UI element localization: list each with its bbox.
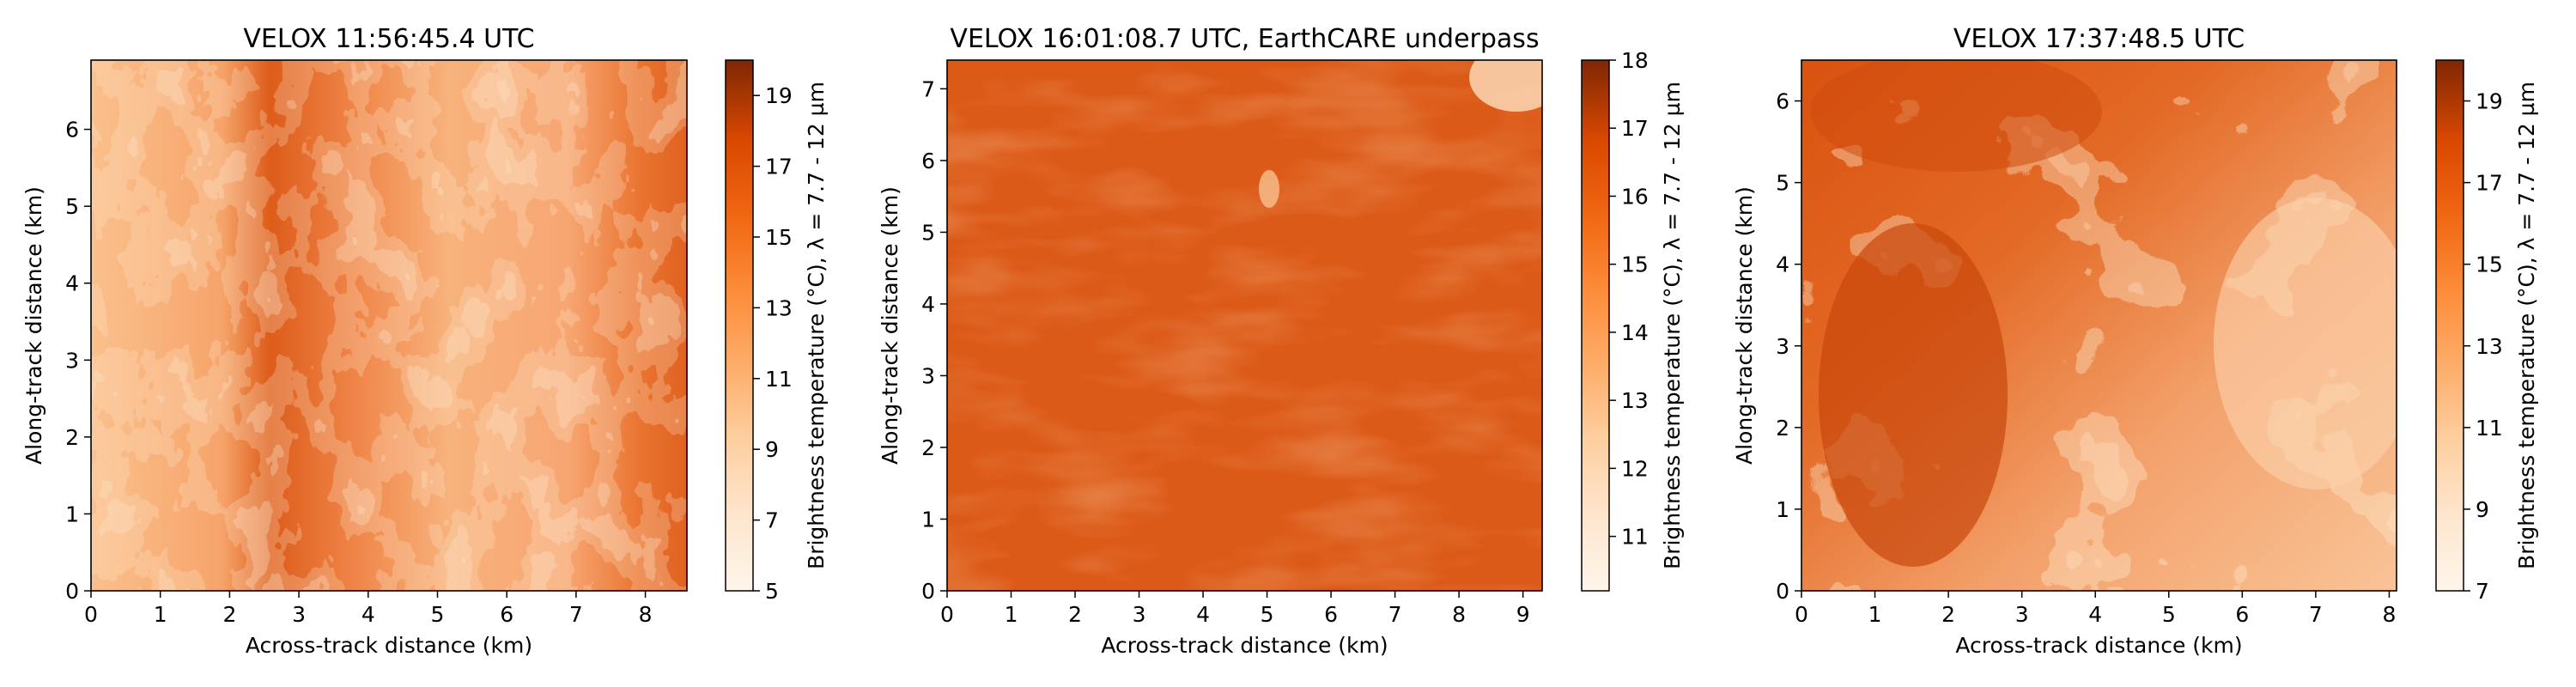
heatmap-image: [1801, 60, 2397, 591]
y-axis-label: Along-track distance (km): [1732, 186, 1757, 465]
x-tick-label: 0: [1795, 602, 1808, 627]
colorbar-tick-label: 7: [2476, 579, 2489, 604]
chart-title: VELOX 16:01:08.7 UTC, EarthCARE underpas…: [950, 24, 1539, 54]
colorbar-label: Brightness temperature (°C), λ = 7.7 - 1…: [804, 82, 829, 569]
colorbar-tick-label: 11: [2476, 416, 2503, 441]
y-tick-label: 3: [65, 348, 79, 373]
plot-frame: [90, 59, 688, 592]
colorbar-tick-label: 7: [765, 508, 779, 533]
y-tick-label: 4: [1776, 252, 1789, 277]
x-tick-label: 0: [940, 602, 954, 627]
x-tick-label: 1: [154, 602, 167, 627]
colorbar-tick-label: 19: [2476, 89, 2503, 114]
x-axis-label: Across-track distance (km): [1955, 633, 2242, 658]
y-tick-label: 6: [1776, 89, 1789, 114]
colorbar-tick-label: 16: [1621, 184, 1649, 209]
colorbar-tick-label: 17: [2476, 171, 2503, 196]
y-tick-label: 5: [65, 194, 79, 219]
colorbar-tick-label: 12: [1621, 456, 1649, 481]
plot-frame: [946, 59, 1543, 592]
colorbar-tick-label: 14: [1621, 320, 1649, 345]
x-tick-label: 6: [2235, 602, 2249, 627]
x-tick-label: 1: [1005, 602, 1018, 627]
chart-title: VELOX 17:37:48.5 UTC: [1953, 24, 2245, 54]
panel-2: VELOX 16:01:08.7 UTC, EarthCARE underpas…: [878, 24, 1685, 658]
y-tick-label: 5: [1776, 171, 1789, 196]
y-tick-label: 4: [921, 292, 935, 317]
colorbar-label: Brightness temperature (°C), λ = 7.7 - 1…: [2514, 82, 2539, 569]
x-tick-label: 3: [1133, 602, 1146, 627]
colorbar-tick-label: 19: [765, 83, 793, 108]
x-tick-label: 6: [1324, 602, 1338, 627]
colorbar-tick-label: 9: [765, 437, 779, 462]
y-tick-label: 2: [1776, 416, 1789, 441]
colorbar-tick-label: 17: [1621, 116, 1649, 141]
y-tick-label: 1: [1776, 497, 1789, 522]
x-axis-label: Across-track distance (km): [1101, 633, 1388, 658]
heatmap-image: [947, 60, 1542, 591]
x-tick-label: 4: [2088, 602, 2102, 627]
colorbar: [1581, 59, 1610, 592]
y-tick-label: 6: [65, 118, 79, 143]
x-axis-label: Across-track distance (km): [246, 633, 532, 658]
panel-3: VELOX 17:37:48.5 UTC 0 1 2 3 4 5 6 7 8 0 1 2 3 4 5 6 Acro…: [1732, 24, 2539, 658]
plot-frame: [1801, 59, 2397, 592]
colorbar-tick-label: 9: [2476, 497, 2489, 522]
x-tick-label: 5: [2162, 602, 2176, 627]
y-tick-label: 7: [921, 76, 935, 101]
x-tick-label: 2: [222, 602, 236, 627]
y-tick-label: 2: [921, 435, 935, 460]
panel-1: VELOX 11:56:45.4 UTC 0 1 2 3 4 5 6 7 8 0 1 2 3 4 5 6 Acro…: [21, 24, 829, 658]
y-axis-label: Along-track distance (km): [878, 186, 902, 465]
x-tick-label: 1: [1868, 602, 1882, 627]
y-tick-label: 2: [65, 425, 79, 450]
colorbar: [2435, 59, 2464, 592]
colorbar-tick-label: 5: [765, 579, 779, 604]
x-tick-label: 5: [431, 602, 445, 627]
y-tick-label: 1: [921, 507, 935, 532]
colorbar-tick-label: 13: [1621, 388, 1649, 413]
colorbar-tick-label: 15: [1621, 252, 1649, 277]
chart-title: VELOX 11:56:45.4 UTC: [243, 24, 534, 54]
x-tick-label: 2: [1068, 602, 1082, 627]
colorbar-tick-label: 11: [1621, 525, 1649, 550]
colorbar: [725, 59, 754, 592]
x-tick-label: 8: [2382, 602, 2396, 627]
y-tick-label: 5: [921, 220, 935, 245]
x-tick-label: 2: [1941, 602, 1955, 627]
colorbar-tick-label: 13: [2476, 334, 2503, 359]
x-tick-label: 8: [1452, 602, 1466, 627]
y-tick-label: 3: [1776, 334, 1789, 359]
y-tick-label: 3: [921, 363, 935, 388]
y-tick-label: 4: [65, 271, 79, 296]
colorbar-tick-label: 15: [2476, 252, 2503, 277]
x-tick-label: 6: [500, 602, 513, 627]
colorbar-tick-label: 17: [765, 155, 793, 179]
y-tick-label: 0: [921, 579, 935, 604]
x-tick-label: 5: [1261, 602, 1274, 627]
y-tick-label: 0: [1776, 579, 1789, 604]
x-tick-label: 4: [1196, 602, 1210, 627]
x-tick-label: 0: [84, 602, 98, 627]
x-tick-label: 7: [2309, 602, 2323, 627]
x-tick-label: 3: [2015, 602, 2029, 627]
heatmap-image: [91, 60, 687, 591]
colorbar-label: Brightness temperature (°C), λ = 7.7 - 1…: [1660, 82, 1685, 569]
x-tick-label: 4: [361, 602, 375, 627]
colorbar-tick-label: 11: [765, 367, 793, 392]
x-tick-label: 3: [292, 602, 306, 627]
y-tick-label: 6: [921, 149, 935, 173]
y-tick-label: 0: [65, 579, 79, 604]
x-tick-label: 7: [569, 602, 583, 627]
x-tick-label: 9: [1516, 602, 1530, 627]
colorbar-tick-label: 15: [765, 225, 793, 250]
x-tick-label: 7: [1388, 602, 1402, 627]
colorbar-tick-label: 18: [1621, 48, 1649, 73]
x-tick-label: 8: [639, 602, 653, 627]
colorbar-tick-label: 13: [765, 295, 793, 320]
y-tick-label: 1: [65, 502, 79, 526]
y-axis-label: Along-track distance (km): [21, 186, 46, 465]
